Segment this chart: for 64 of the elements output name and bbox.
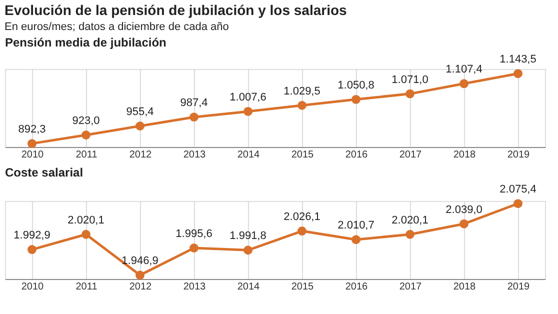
- point: [28, 245, 36, 254]
- data-label: 1.107,4: [446, 64, 482, 76]
- x-tick-label: 2014: [237, 150, 260, 160]
- point: [406, 230, 414, 239]
- data-label: 2.026,1: [284, 211, 320, 224]
- x-tick-label: 2019: [507, 282, 530, 292]
- point: [28, 139, 36, 148]
- point: [460, 219, 468, 228]
- point: [190, 244, 198, 252]
- x-tick-label: 2013: [183, 282, 206, 292]
- data-label: 1.143,5: [500, 54, 536, 66]
- point: [298, 100, 306, 110]
- x-tick-label: 2015: [291, 282, 314, 292]
- x-tick-label: 2016: [345, 282, 368, 292]
- point: [244, 246, 252, 255]
- data-label: 1.991,8: [230, 230, 266, 242]
- data-label: 1.995,6: [176, 228, 212, 240]
- x-tick-label: 2019: [507, 150, 530, 160]
- x-tick-label: 2017: [399, 282, 422, 292]
- point: [460, 79, 468, 88]
- data-label: 2.020,1: [68, 214, 104, 226]
- data-label: 1.007,6: [230, 91, 266, 104]
- text: Evolución de la pensión de jubilación y los salarios: [4, 2, 348, 18]
- x-tick-label: 2016: [345, 150, 368, 160]
- chart-title: Pensión media de jubilación: [5, 36, 166, 50]
- x-tick-label: 2011: [76, 282, 98, 292]
- point: [244, 106, 252, 116]
- data-label: 1.992,9: [14, 230, 50, 242]
- point: [82, 130, 90, 140]
- chart-title: Coste salarial: [5, 166, 84, 180]
- x-tick-label: 2018: [453, 282, 476, 292]
- x-tick-label: 2015: [291, 150, 314, 160]
- data-label: 987,4: [180, 97, 208, 110]
- x-tick-label: 2012: [129, 150, 152, 160]
- data-label: 1.050,8: [338, 79, 374, 92]
- data-label: 892,3: [18, 124, 46, 136]
- x-tick-label: 2014: [237, 282, 260, 292]
- data-label: 2.020,1: [392, 214, 428, 226]
- data-label: 2.039,0: [446, 204, 482, 216]
- point: [136, 122, 144, 130]
- x-tick-label: 2010: [21, 150, 44, 160]
- point: [136, 270, 144, 280]
- data-label: 923,0: [72, 115, 100, 128]
- point: [82, 230, 90, 239]
- data-label: 1.029,5: [284, 85, 320, 98]
- x-tick-label: 2017: [399, 150, 422, 160]
- point: [190, 112, 198, 122]
- data-label: 2.010,7: [338, 220, 374, 232]
- point: [298, 226, 306, 236]
- text: En euros/mes; datos a diciembre de cada año: [4, 21, 229, 34]
- point: [406, 89, 414, 98]
- point: [352, 94, 360, 104]
- point: [514, 69, 522, 78]
- x-tick-label: 2012: [129, 282, 152, 292]
- data-label: 1.071,0: [392, 74, 428, 86]
- data-label: 1.946,9: [122, 255, 158, 268]
- x-tick-label: 2013: [183, 150, 206, 160]
- x-tick-label: 2011: [76, 150, 98, 160]
- x-tick-label: 2010: [21, 282, 44, 292]
- point: [352, 235, 360, 244]
- data-label: 2.075,4: [500, 184, 536, 196]
- data-label: 955,4: [126, 106, 154, 118]
- point: [514, 199, 522, 208]
- x-tick-label: 2018: [453, 150, 476, 160]
